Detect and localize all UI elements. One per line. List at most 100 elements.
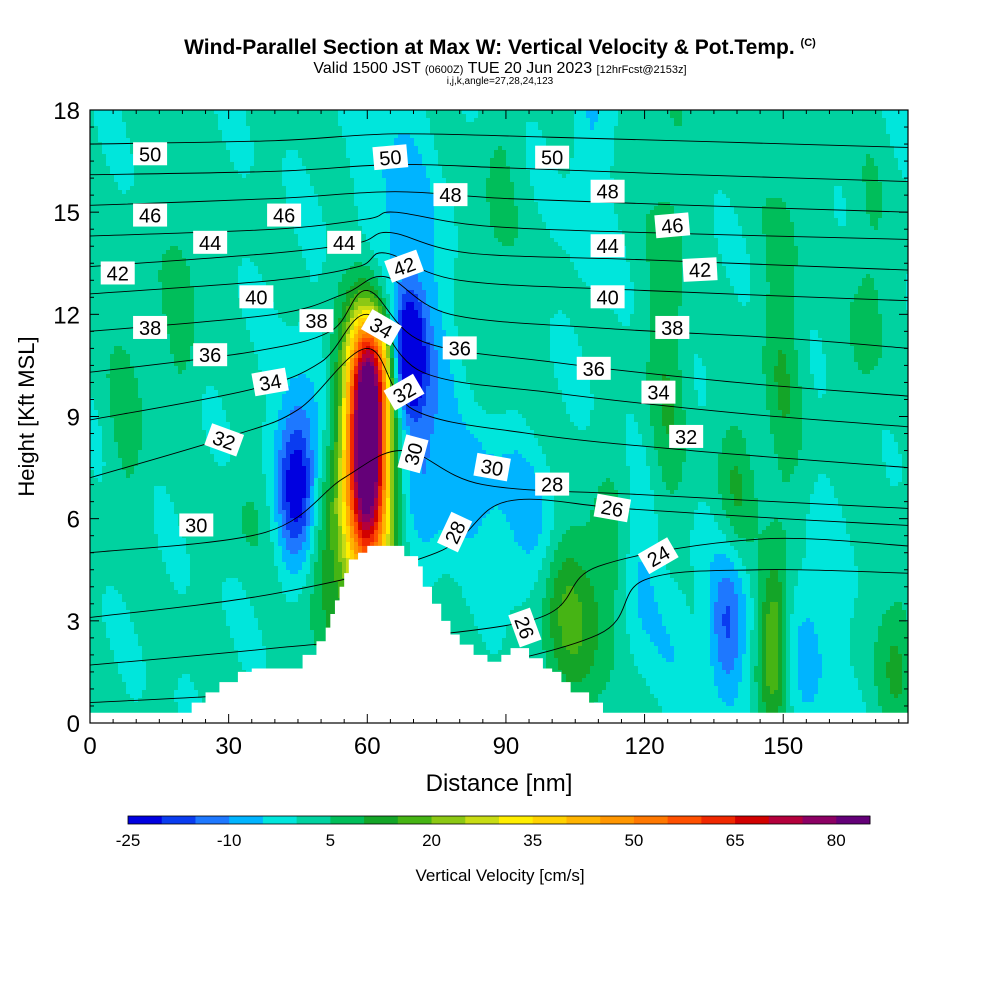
velocity-cell bbox=[730, 114, 735, 119]
velocity-cell bbox=[462, 130, 467, 135]
velocity-cell bbox=[750, 162, 755, 167]
velocity-cell bbox=[618, 150, 623, 155]
velocity-cell bbox=[278, 186, 283, 191]
velocity-cell bbox=[570, 142, 575, 147]
velocity-cell bbox=[702, 114, 707, 119]
velocity-cell bbox=[710, 190, 715, 195]
velocity-cell bbox=[830, 162, 835, 167]
velocity-cell bbox=[770, 146, 775, 151]
velocity-cell bbox=[754, 166, 759, 171]
velocity-cell bbox=[530, 150, 535, 155]
velocity-cell bbox=[218, 178, 223, 183]
velocity-cell bbox=[806, 126, 811, 131]
velocity-cell bbox=[526, 154, 531, 159]
velocity-cell bbox=[142, 194, 147, 199]
velocity-cell bbox=[190, 174, 195, 179]
velocity-cell bbox=[298, 114, 303, 119]
velocity-cell bbox=[470, 182, 475, 187]
velocity-cell bbox=[114, 142, 119, 147]
velocity-cell bbox=[286, 174, 291, 179]
velocity-cell bbox=[470, 110, 475, 115]
velocity-cell bbox=[862, 122, 867, 127]
velocity-cell bbox=[526, 158, 531, 163]
velocity-cell bbox=[166, 198, 171, 203]
velocity-cell bbox=[386, 134, 391, 139]
velocity-cell bbox=[770, 130, 775, 135]
velocity-cell bbox=[842, 162, 847, 167]
velocity-cell bbox=[874, 158, 879, 163]
velocity-cell bbox=[538, 134, 543, 139]
velocity-cell bbox=[110, 206, 115, 211]
velocity-cell bbox=[446, 110, 451, 115]
velocity-cell bbox=[630, 162, 635, 167]
velocity-cell bbox=[822, 158, 827, 163]
velocity-cell bbox=[766, 110, 771, 115]
velocity-cell bbox=[518, 174, 523, 179]
velocity-cell bbox=[274, 158, 279, 163]
velocity-cell bbox=[598, 146, 603, 151]
velocity-cell bbox=[822, 130, 827, 135]
velocity-cell bbox=[702, 110, 707, 115]
velocity-cell bbox=[762, 150, 767, 155]
velocity-cell bbox=[346, 174, 351, 179]
velocity-cell bbox=[442, 166, 447, 171]
velocity-cell bbox=[890, 178, 895, 183]
velocity-cell bbox=[362, 130, 367, 135]
velocity-cell bbox=[722, 154, 727, 159]
velocity-cell bbox=[334, 162, 339, 167]
velocity-cell bbox=[738, 158, 743, 163]
velocity-cell bbox=[634, 198, 639, 203]
velocity-cell bbox=[838, 122, 843, 127]
velocity-cell bbox=[222, 202, 227, 207]
velocity-cell bbox=[578, 126, 583, 131]
velocity-cell bbox=[306, 186, 311, 191]
velocity-cell bbox=[266, 122, 271, 127]
velocity-cell bbox=[342, 130, 347, 135]
velocity-cell bbox=[690, 126, 695, 131]
velocity-cell bbox=[222, 126, 227, 131]
velocity-cell bbox=[486, 174, 491, 179]
velocity-cell bbox=[122, 166, 127, 171]
velocity-cell bbox=[526, 186, 531, 191]
velocity-cell bbox=[526, 122, 531, 127]
velocity-cell bbox=[502, 118, 507, 123]
velocity-cell bbox=[638, 110, 643, 115]
velocity-cell bbox=[262, 198, 267, 203]
velocity-cell bbox=[794, 174, 799, 179]
velocity-cell bbox=[610, 118, 615, 123]
velocity-cell bbox=[498, 190, 503, 195]
velocity-cell bbox=[418, 182, 423, 187]
velocity-cell bbox=[106, 130, 111, 135]
velocity-cell bbox=[154, 190, 159, 195]
velocity-cell bbox=[762, 202, 767, 207]
velocity-cell bbox=[798, 134, 803, 139]
velocity-cell bbox=[902, 154, 907, 159]
velocity-cell bbox=[194, 194, 199, 199]
velocity-cell bbox=[94, 166, 99, 171]
velocity-cell bbox=[294, 198, 299, 203]
velocity-cell bbox=[666, 170, 671, 175]
velocity-cell bbox=[386, 110, 391, 115]
velocity-cell bbox=[350, 130, 355, 135]
velocity-cell bbox=[322, 162, 327, 167]
velocity-cell bbox=[358, 206, 363, 211]
velocity-cell bbox=[498, 194, 503, 199]
velocity-cell bbox=[586, 122, 591, 127]
velocity-cell bbox=[250, 182, 255, 187]
velocity-cell bbox=[374, 202, 379, 207]
velocity-cell bbox=[866, 186, 871, 191]
velocity-cell bbox=[278, 126, 283, 131]
velocity-cell bbox=[890, 150, 895, 155]
velocity-cell bbox=[606, 170, 611, 175]
velocity-cell bbox=[310, 126, 315, 131]
velocity-cell bbox=[306, 206, 311, 211]
velocity-cell bbox=[654, 182, 659, 187]
velocity-cell bbox=[394, 126, 399, 131]
velocity-cell bbox=[322, 194, 327, 199]
velocity-cell bbox=[166, 138, 171, 143]
velocity-cell bbox=[338, 146, 343, 151]
velocity-cell bbox=[486, 110, 491, 115]
velocity-cell bbox=[846, 158, 851, 163]
velocity-cell bbox=[266, 114, 271, 119]
velocity-cell bbox=[770, 194, 775, 199]
